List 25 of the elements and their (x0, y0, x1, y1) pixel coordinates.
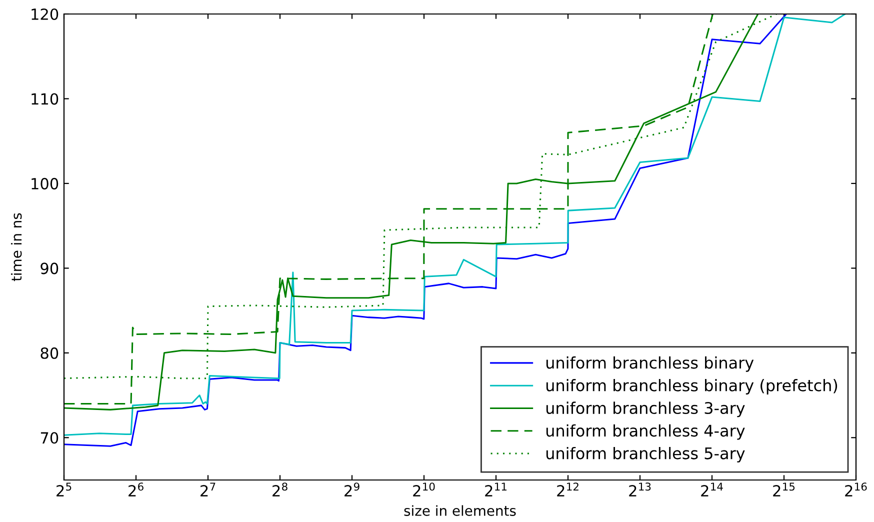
x-tick-label: 2$^{15}$ (773, 482, 795, 496)
x-tick-label: 2$^{16}$ (845, 482, 867, 496)
x-axis-title: size in elements (404, 505, 516, 516)
x-tick-label: 2$^{8}$ (272, 482, 288, 496)
x-tick-label: 2$^{5}$ (56, 482, 72, 496)
x-tick-label: 2$^{11}$ (485, 482, 506, 496)
x-tick-label: 2$^{7}$ (200, 482, 216, 496)
x-tick-label: 2$^{12}$ (557, 482, 578, 496)
x-tick-label: 2$^{14}$ (701, 482, 723, 496)
legend-label: uniform branchless binary (prefetch) (546, 379, 838, 394)
x-tick-label: 2$^{6}$ (128, 482, 144, 496)
x-tick-label: 2$^{9}$ (344, 482, 360, 496)
legend-label: uniform branchless binary (546, 356, 754, 372)
y-axis-title: time in ns (10, 213, 22, 282)
y-tick-label: 120 (32, 8, 58, 20)
legend-label: uniform branchless 4-ary (546, 424, 745, 440)
legend-label: uniform branchless 3-ary (546, 402, 745, 418)
x-tick-label: 2$^{10}$ (413, 482, 435, 496)
x-tick-label: 2$^{13}$ (629, 482, 651, 496)
y-tick-label: 70 (40, 432, 58, 444)
y-tick-label: 100 (32, 178, 58, 190)
y-tick-label: 90 (40, 262, 58, 274)
y-tick-label: 110 (32, 93, 58, 105)
y-tick-label: 80 (40, 347, 58, 359)
legend-label: uniform branchless 5-ary (546, 446, 745, 462)
